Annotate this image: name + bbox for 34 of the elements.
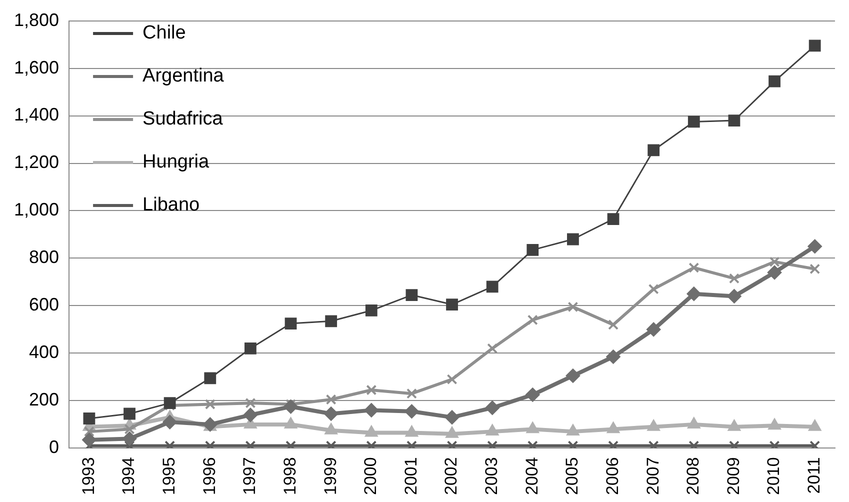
y-tick-label: 1,200 bbox=[14, 152, 60, 172]
x-tick-label: 2001 bbox=[401, 457, 420, 496]
y-tick-label: 1,800 bbox=[14, 10, 60, 30]
x-tick-label: 2003 bbox=[482, 457, 502, 496]
x-tick-label: 2008 bbox=[684, 457, 703, 496]
y-tick-label: 400 bbox=[28, 342, 60, 362]
x-tick-label: 1995 bbox=[160, 457, 179, 496]
x-tick-label: 1996 bbox=[200, 457, 219, 496]
y-tick-label: 800 bbox=[28, 247, 60, 268]
x-tick-label: 2011 bbox=[804, 457, 824, 494]
x-tick-label: 2005 bbox=[562, 457, 582, 496]
x-tick-label: 2007 bbox=[643, 457, 662, 496]
x-tick-label: 2006 bbox=[602, 457, 622, 496]
x-tick-label: 2004 bbox=[522, 457, 542, 496]
y-tick-label: 0 bbox=[49, 437, 60, 458]
legend-label: Libano bbox=[142, 194, 200, 216]
x-tick-label: 2010 bbox=[764, 457, 784, 496]
legend-label: Sudafrica bbox=[142, 108, 224, 130]
x-tick-label: 2009 bbox=[724, 457, 743, 496]
x-tick-label: 1997 bbox=[240, 457, 260, 496]
legend-label: Argentina bbox=[142, 66, 224, 87]
y-tick-label: 1,000 bbox=[14, 200, 60, 220]
y-tick-label: 1,400 bbox=[14, 104, 60, 125]
x-tick-label: 1993 bbox=[78, 457, 98, 496]
y-tick-label: 1,600 bbox=[14, 57, 60, 78]
x-tick-label: 1998 bbox=[280, 457, 300, 496]
legend-label: Hungria bbox=[142, 152, 210, 173]
x-tick-label: 1994 bbox=[119, 457, 138, 496]
x-tick-label: 1999 bbox=[320, 457, 340, 496]
y-tick-label: 600 bbox=[28, 294, 60, 315]
y-tick-label: 200 bbox=[28, 390, 60, 410]
legend-label: Chile bbox=[142, 22, 186, 44]
x-tick-label: 2002 bbox=[442, 457, 461, 496]
x-tick-label: 2000 bbox=[361, 457, 380, 496]
